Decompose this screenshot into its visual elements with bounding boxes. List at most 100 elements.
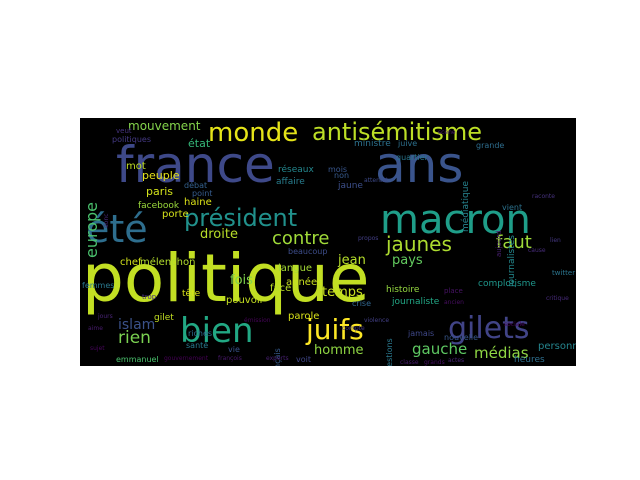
cloud-word: vient xyxy=(502,203,523,212)
cloud-word: nouvelle xyxy=(444,333,479,342)
cloud-word: bien xyxy=(180,311,254,351)
cloud-word: cause xyxy=(528,247,546,254)
cloud-word: aujourd xyxy=(495,230,503,258)
cloud-word: ancien xyxy=(444,299,464,306)
cloud-word: actes xyxy=(448,357,465,364)
cloud-word: violence xyxy=(364,317,390,324)
cloud-word: émission xyxy=(244,317,271,324)
cloud-word: place xyxy=(444,287,463,295)
cloud-word: pouvoir xyxy=(226,295,264,306)
cloud-word: jamais xyxy=(408,329,435,338)
cloud-word: mot xyxy=(126,161,146,172)
cloud-word: haine xyxy=(184,197,212,208)
cloud-word: grands xyxy=(424,359,445,366)
cloud-word: emmanuel xyxy=(116,355,159,364)
cloud-word: twitter xyxy=(552,269,576,277)
cloud-word: journaliste xyxy=(392,297,440,307)
cloud-word: parole xyxy=(288,311,320,322)
cloud-word: propos xyxy=(358,235,379,242)
cloud-word: jaunes xyxy=(386,232,452,256)
cloud-word: lien xyxy=(550,237,561,244)
cloud-word: compte xyxy=(342,325,365,332)
cloud-word: monde xyxy=(208,118,299,148)
cloud-word: jaune xyxy=(338,181,363,191)
cloud-word: gilet xyxy=(154,313,174,323)
cloud-word: ministre xyxy=(354,139,391,149)
cloud-word: temps xyxy=(322,285,363,300)
cloud-word: point xyxy=(192,189,213,198)
cloud-word: vie xyxy=(228,345,240,354)
cloud-word: mélenchon xyxy=(140,257,196,268)
cloud-word: peuple xyxy=(142,169,180,182)
cloud-word: réseaux xyxy=(278,165,314,175)
cloud-word: islam xyxy=(118,317,156,333)
cloud-word: sujet xyxy=(90,345,105,352)
cloud-word: langue xyxy=(278,263,313,274)
cloud-word: femmes xyxy=(82,281,115,290)
cloud-word: aime xyxy=(88,325,103,332)
cloud-word: histoire xyxy=(386,285,420,295)
cloud-word: ans xyxy=(375,136,464,194)
cloud-word: jean xyxy=(338,253,366,268)
cloud-word: complotisme xyxy=(478,279,536,289)
cloud-word: santé xyxy=(186,341,209,350)
cloud-word: rien xyxy=(118,328,151,348)
cloud-word: président xyxy=(184,204,298,232)
cloud-word: macron xyxy=(380,197,531,243)
cloud-word: raconte xyxy=(532,193,555,200)
cloud-word: non xyxy=(334,171,350,180)
cloud-word: heures xyxy=(514,355,545,365)
cloud-word: voit xyxy=(296,355,311,364)
cloud-word: juifs xyxy=(306,313,364,346)
cloud-word: chef xyxy=(120,257,142,268)
cloud-word: faut xyxy=(496,232,532,253)
cloud-word: face xyxy=(270,283,292,294)
cloud-word: pays xyxy=(392,253,423,268)
cloud-word: gouvernement xyxy=(164,355,209,362)
cloud-word: homme xyxy=(314,343,364,358)
cloud-word: affaire xyxy=(276,177,305,187)
cloud-word: riches xyxy=(188,329,213,338)
cloud-word: critique xyxy=(546,295,569,302)
cloud-word: politiques xyxy=(112,135,152,144)
cloud-word: experts xyxy=(266,355,289,362)
cloud-word: juive xyxy=(398,139,418,148)
cloud-word: journalistes xyxy=(507,234,517,287)
cloud-word: paris xyxy=(146,185,174,198)
cloud-word: état xyxy=(188,137,211,150)
cloud-word: quartier xyxy=(396,153,428,162)
cloud-word: médiatique xyxy=(461,180,471,232)
cloud-word: médias xyxy=(474,344,529,362)
cloud-word: crise xyxy=(352,299,371,308)
cloud-word: veut xyxy=(116,127,132,135)
cloud-word: personnes xyxy=(538,341,576,352)
cloud-word: politique xyxy=(82,240,370,317)
cloud-word: antisémitisme xyxy=(312,118,483,146)
cloud-word: mouvement xyxy=(128,119,201,133)
cloud-word: beaucoup xyxy=(288,247,328,256)
cloud-word: facebook xyxy=(138,201,180,211)
cloud-word: débat xyxy=(184,181,208,190)
cloud-word: jours xyxy=(98,313,113,320)
cloud-word: françois xyxy=(218,355,242,362)
cloud-word: grande xyxy=(476,141,505,150)
cloud-word: mois xyxy=(328,165,348,174)
cloud-word: trop xyxy=(142,293,157,301)
cloud-word: gilets xyxy=(448,311,530,346)
cloud-word: années xyxy=(286,277,323,288)
cloud-word: sociale xyxy=(504,321,525,328)
cloud-word: scène xyxy=(438,129,456,136)
cloud-word: porte xyxy=(162,209,189,220)
cloud-word: été xyxy=(86,207,148,251)
cloud-word: classe xyxy=(400,359,419,366)
cloud-word: tête xyxy=(182,289,201,299)
cloud-word: gauche xyxy=(412,340,468,358)
cloud-word: france xyxy=(116,136,275,194)
cloud-word: contre xyxy=(272,228,330,249)
cloud-word: fois xyxy=(230,273,253,288)
cloud-word: attentat xyxy=(364,177,389,184)
cloud-word: droite xyxy=(200,227,238,242)
word-cloud: politique france ans macron bien été gilets mon… xyxy=(80,118,576,366)
cloud-word: europe xyxy=(82,201,101,258)
cloud-word: donc xyxy=(103,213,110,229)
